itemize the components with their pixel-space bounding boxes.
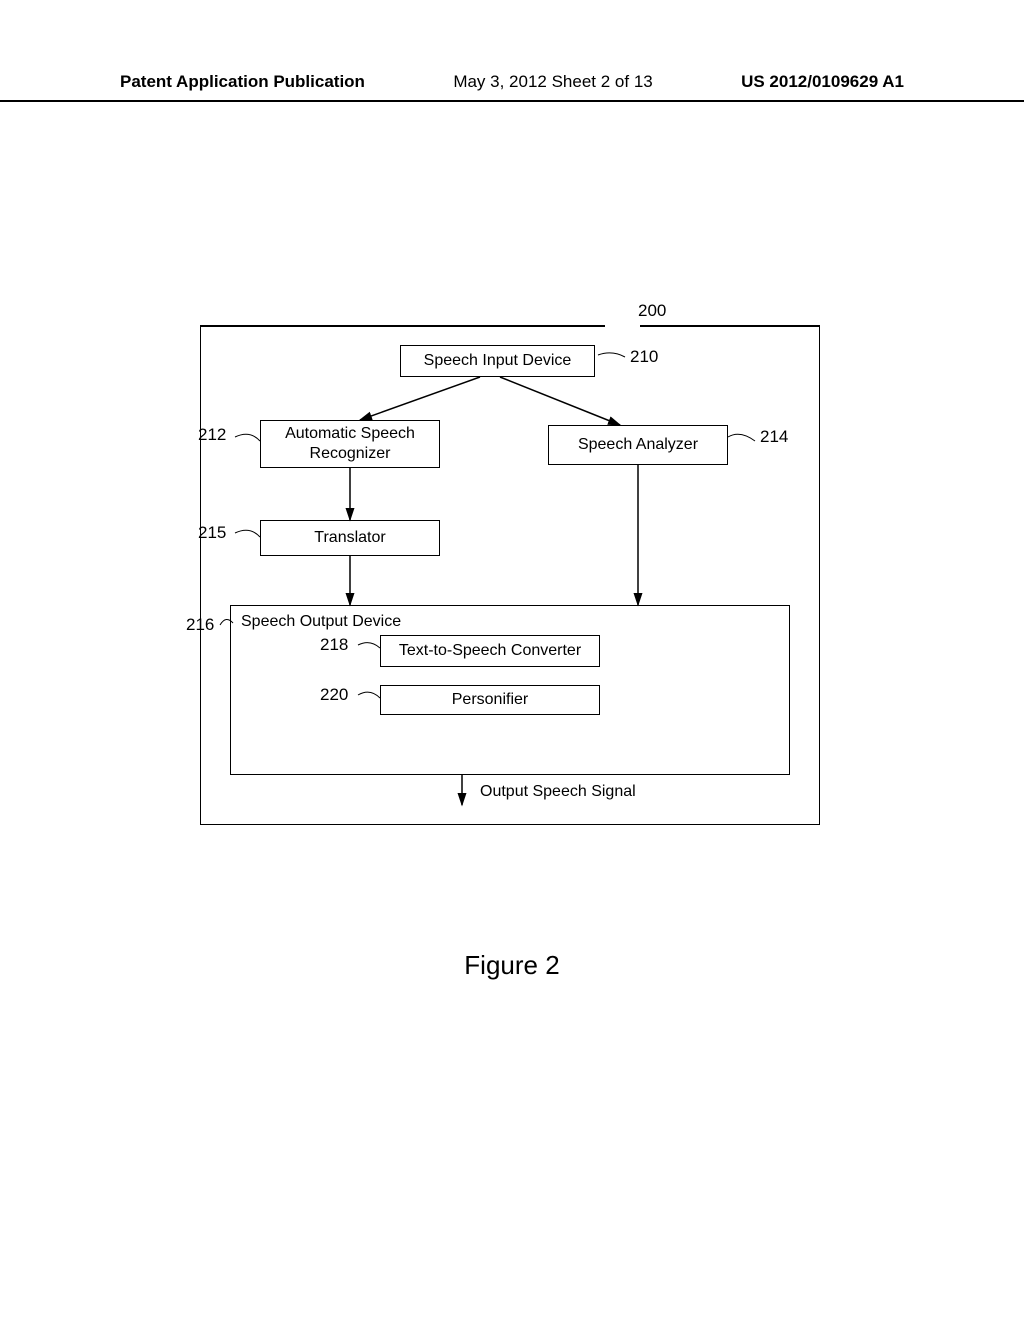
ref-216: 216 [186, 615, 214, 635]
translator-label: Translator [314, 528, 385, 548]
ref-215: 215 [198, 523, 226, 543]
page: Patent Application Publication May 3, 20… [0, 0, 1024, 1320]
system-box-top-left [200, 325, 605, 327]
translator-box: Translator [260, 520, 440, 556]
ref-210: 210 [630, 347, 658, 367]
personifier-label: Personifier [452, 690, 528, 710]
asr-box: Automatic Speech Recognizer [260, 420, 440, 468]
speech-input-box: Speech Input Device [400, 345, 595, 377]
header-date-sheet: May 3, 2012 Sheet 2 of 13 [453, 72, 652, 92]
asr-label: Automatic Speech Recognizer [285, 424, 415, 464]
ref-220: 220 [320, 685, 348, 705]
system-box-right [819, 325, 821, 825]
tts-box: Text-to-Speech Converter [380, 635, 600, 667]
diagram-container: Speech Input Device Automatic Speech Rec… [200, 325, 840, 845]
ref-200: 200 [638, 301, 666, 321]
figure-caption: Figure 2 [0, 950, 1024, 981]
tts-label: Text-to-Speech Converter [399, 641, 581, 661]
output-device-label: Speech Output Device [241, 612, 401, 632]
header-pub-label: Patent Application Publication [120, 72, 365, 92]
speech-input-label: Speech Input Device [424, 351, 572, 371]
ref-218: 218 [320, 635, 348, 655]
page-header: Patent Application Publication May 3, 20… [0, 72, 1024, 102]
analyzer-box: Speech Analyzer [548, 425, 728, 465]
personifier-box: Personifier [380, 685, 600, 715]
output-signal-label: Output Speech Signal [480, 783, 636, 801]
header-pub-number: US 2012/0109629 A1 [741, 72, 904, 92]
system-box-top-right [640, 325, 820, 327]
ref-214: 214 [760, 427, 788, 447]
analyzer-label: Speech Analyzer [578, 435, 698, 455]
ref-212: 212 [198, 425, 226, 445]
